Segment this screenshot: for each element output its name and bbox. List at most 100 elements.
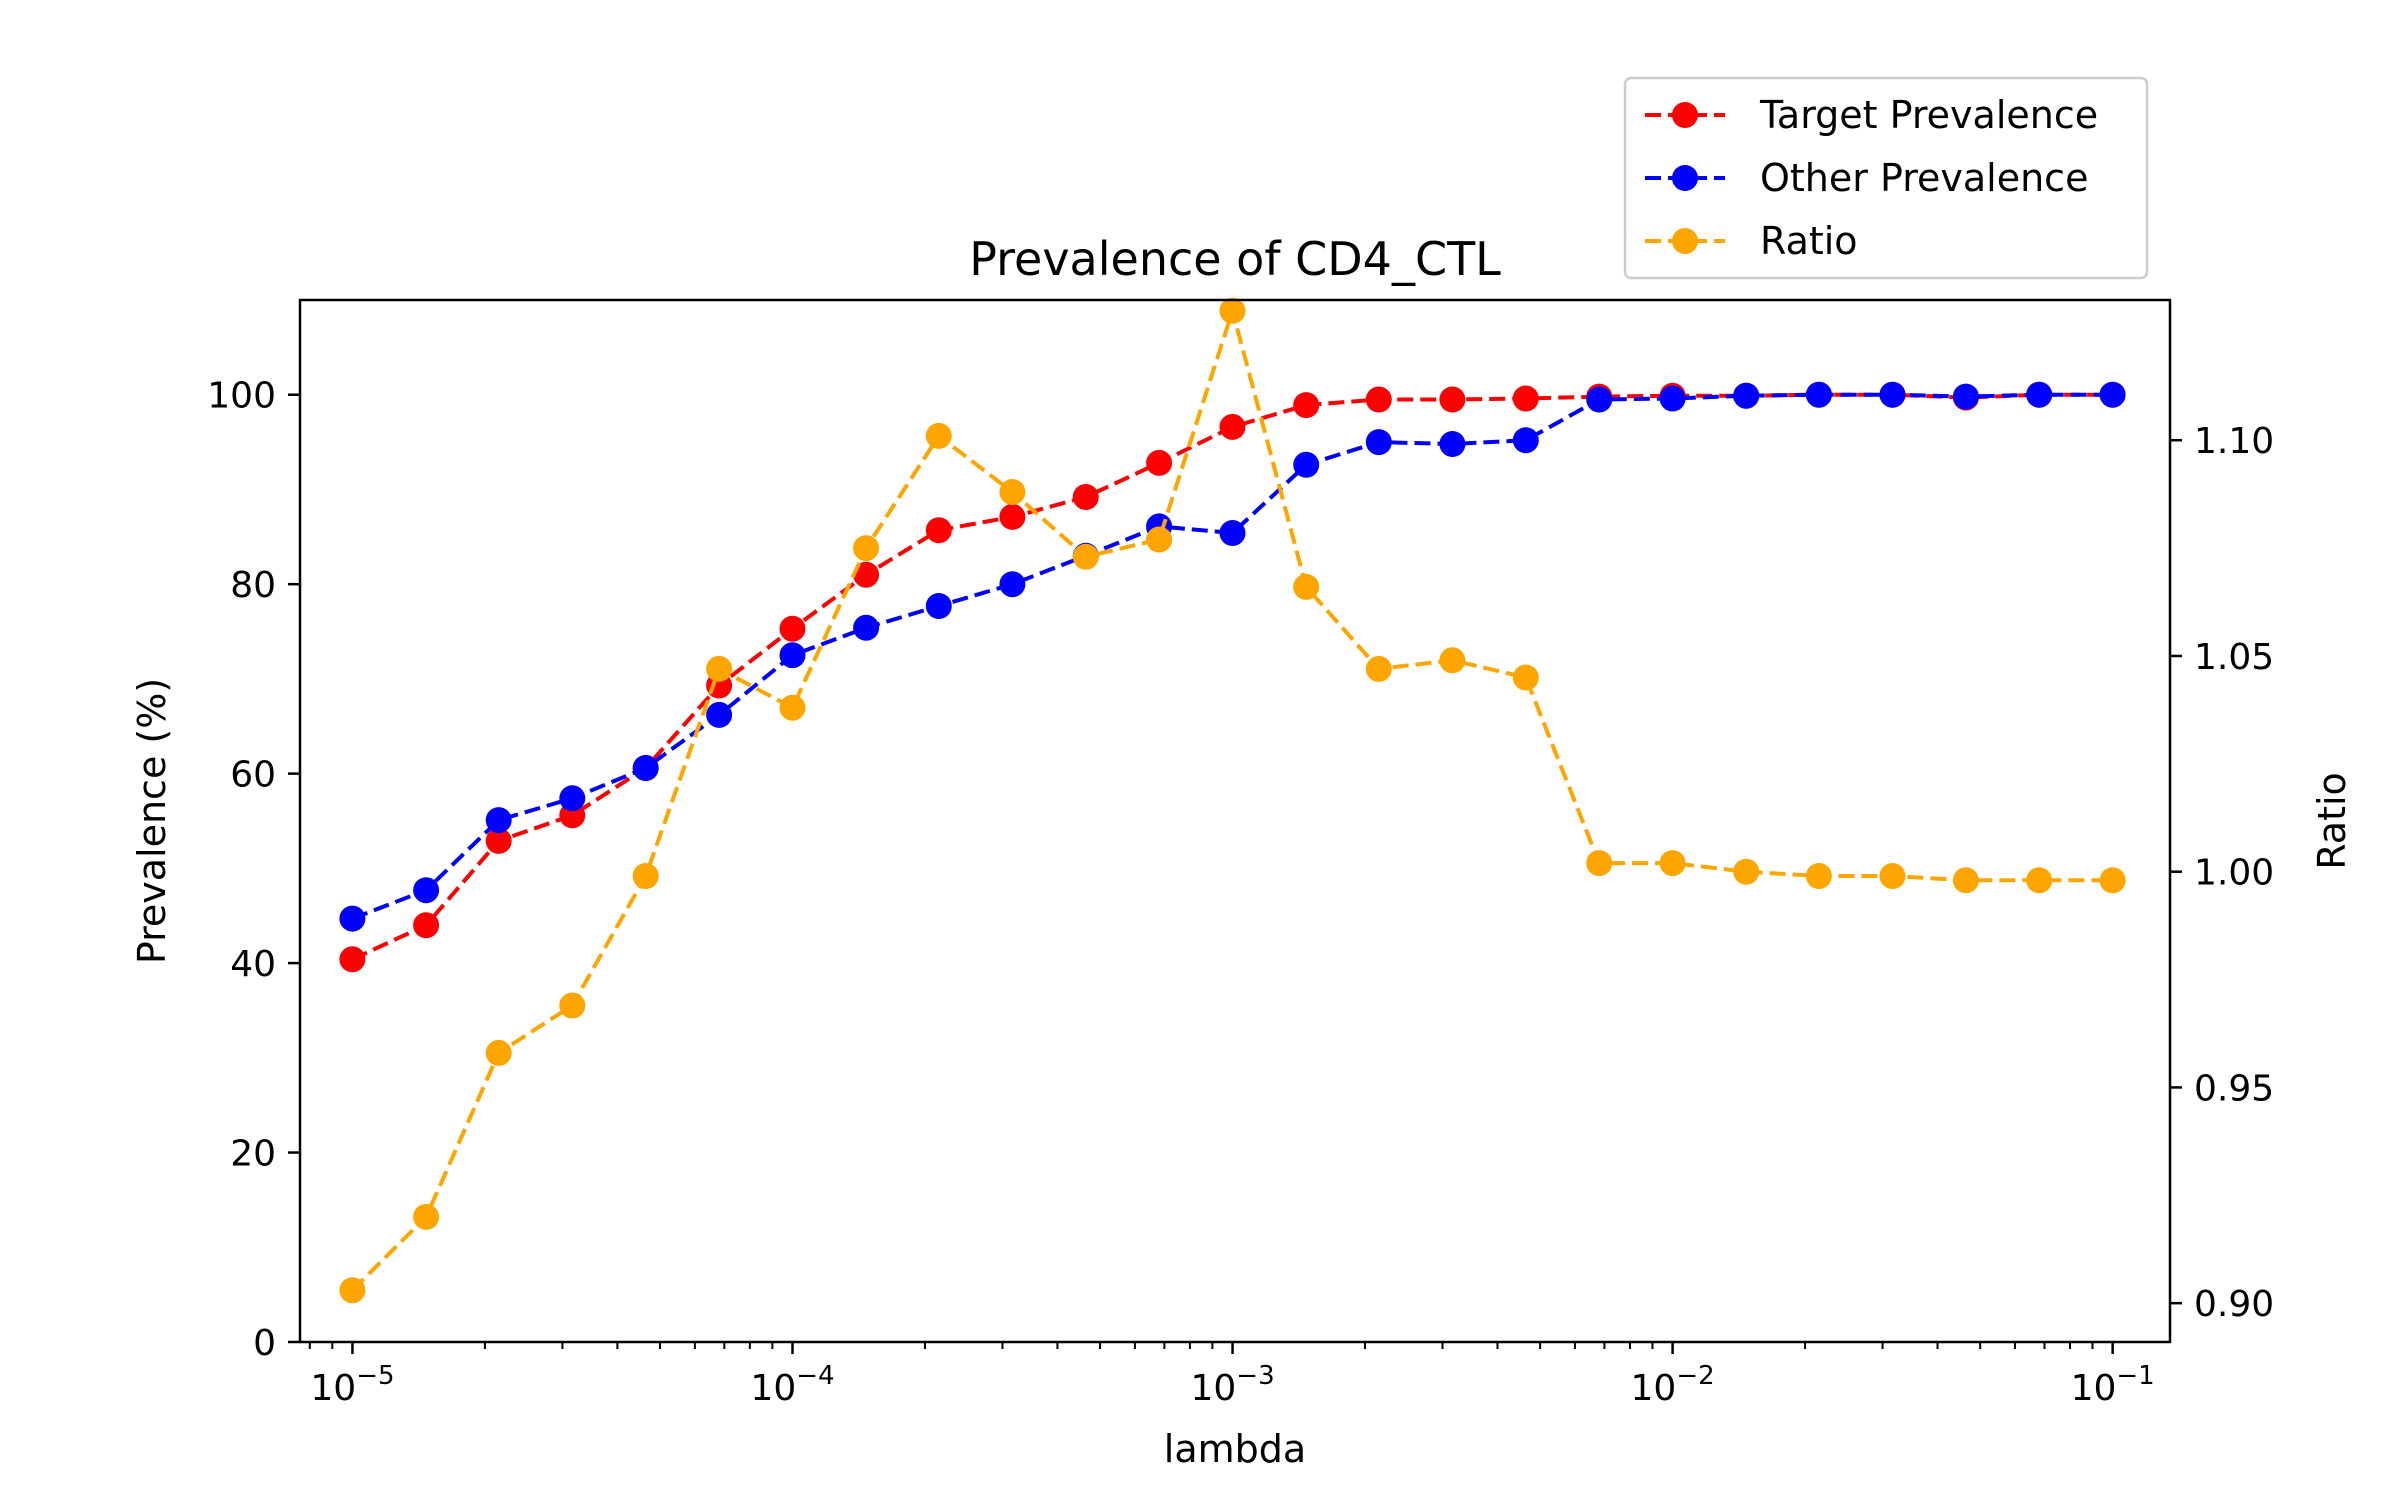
series-0-point <box>413 912 440 939</box>
series-2-point <box>413 1203 440 1230</box>
series-2-point <box>779 694 806 721</box>
series-0-point <box>1072 484 1099 510</box>
y-axis-label: Prevalence (%) <box>130 678 174 964</box>
series-1-point <box>559 785 586 812</box>
series-0-point <box>1512 385 1539 412</box>
x-tick-label: 10−1 <box>2071 1361 2155 1409</box>
series-1-point <box>2099 381 2126 408</box>
legend-marker-2 <box>1672 228 1698 254</box>
legend-label-1: Other Prevalence <box>1760 156 2088 200</box>
series-2-point <box>706 655 733 682</box>
series-2-point <box>1293 573 1320 600</box>
series-2-point <box>2026 867 2053 894</box>
series-2-point <box>485 1039 512 1066</box>
series-2-point <box>1512 664 1539 691</box>
y-tick-label: 60 <box>230 755 276 796</box>
series-1-point <box>413 877 440 904</box>
series-2-point <box>1879 863 1906 889</box>
series-1-point <box>1512 427 1539 454</box>
series-2-point <box>559 992 586 1019</box>
x-tick-base: 10 <box>2071 1368 2117 1409</box>
series-1-point <box>1952 383 1979 410</box>
x-tick-exponent: −5 <box>356 1361 394 1391</box>
y2-tick-label: 1.10 <box>2194 421 2274 462</box>
series-2-point <box>1219 297 1246 324</box>
x-tick-label: 10−4 <box>750 1361 834 1409</box>
series-1-point <box>1805 381 1832 408</box>
series-2-point <box>1952 867 1979 894</box>
x-tick-exponent: −4 <box>796 1361 834 1391</box>
series-0-point <box>925 517 952 544</box>
series-2-point <box>1365 655 1392 682</box>
series-0-point <box>1439 386 1466 413</box>
series-2-point <box>1586 850 1613 877</box>
y-tick-label: 20 <box>230 1134 276 1175</box>
series-2-point <box>925 422 952 449</box>
legend-marker-0 <box>1672 102 1698 128</box>
series-0-point <box>1365 386 1392 413</box>
series-0-point <box>1219 413 1246 440</box>
series-2-point <box>1146 526 1173 553</box>
x-tick-label: 10−2 <box>1631 1361 1715 1409</box>
series-0-point <box>853 561 880 588</box>
x-tick-base: 10 <box>1631 1368 1677 1409</box>
x-tick-label: 10−5 <box>310 1361 394 1409</box>
legend: Target Prevalence Other Prevalence Ratio <box>1623 76 2149 280</box>
x-axis-label: lambda <box>1164 1427 1306 1471</box>
series-1-point <box>1733 382 1760 409</box>
y-tick-label: 100 <box>207 376 276 417</box>
series-1-point <box>632 755 659 781</box>
series-1-point <box>485 807 512 834</box>
y2-tick-label: 1.00 <box>2194 853 2274 894</box>
series-0-point <box>1293 392 1320 419</box>
x-tick-exponent: −1 <box>2116 1361 2154 1391</box>
x-tick-exponent: −2 <box>1676 1361 1714 1391</box>
series-2-point <box>1805 863 1832 889</box>
legend-label-0: Target Prevalence <box>1759 93 2098 137</box>
series-2-point <box>853 535 880 562</box>
series-2-point <box>1733 858 1760 885</box>
x-tick-label: 10−3 <box>1190 1361 1274 1409</box>
series-2-point <box>2099 867 2126 894</box>
series-0-point <box>339 946 366 973</box>
y2-axis-label: Ratio <box>2310 772 2354 870</box>
series-1-point <box>1586 386 1613 413</box>
legend-box <box>1623 76 2149 280</box>
series-1-point <box>853 614 880 641</box>
series-0-point <box>779 615 806 642</box>
series-2-point <box>1659 850 1686 877</box>
series-1-point <box>1293 451 1320 478</box>
y2-tick-label: 0.95 <box>2194 1068 2274 1109</box>
x-tick-base: 10 <box>1190 1368 1236 1409</box>
chart-title: Prevalence of CD4_CTL <box>969 232 1501 286</box>
series-2-point <box>1072 543 1099 570</box>
series-1-point <box>1219 520 1246 546</box>
y-tick-label: 0 <box>253 1323 276 1364</box>
series-1-point <box>1659 385 1686 412</box>
y-tick-label: 80 <box>230 565 276 606</box>
series-1-point <box>925 593 952 619</box>
series-1-point <box>1365 429 1392 456</box>
series-2-point <box>339 1277 366 1304</box>
series-1-point <box>1439 431 1466 457</box>
y-tick-label: 40 <box>230 944 276 985</box>
legend-label-2: Ratio <box>1760 219 1858 263</box>
series-2-point <box>999 479 1026 505</box>
series-1-point <box>999 571 1026 598</box>
series-1-point <box>2026 381 2053 408</box>
series-1-point <box>779 642 806 669</box>
legend-marker-1 <box>1672 165 1698 191</box>
series-1-point <box>1879 381 1906 408</box>
series-2-point <box>632 863 659 889</box>
y2-tick-label: 0.90 <box>2194 1284 2274 1325</box>
x-tick-base: 10 <box>750 1368 796 1409</box>
series-2-point <box>1439 647 1466 674</box>
series-0-point <box>485 827 512 854</box>
x-tick-exponent: −3 <box>1236 1361 1274 1391</box>
plot-frame <box>298 298 2172 1344</box>
series-1-point <box>706 701 733 728</box>
series-0-point <box>999 503 1026 530</box>
y2-tick-label: 1.05 <box>2194 637 2274 678</box>
series-0-point <box>1146 449 1173 476</box>
